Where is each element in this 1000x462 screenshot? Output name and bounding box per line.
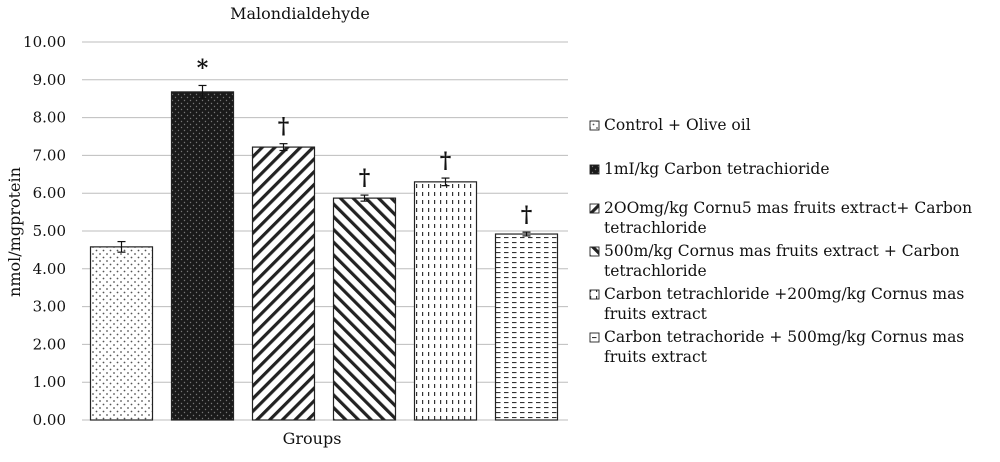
y-tick-label: 3.00 xyxy=(33,298,66,316)
y-tick-label: 1.00 xyxy=(33,373,66,391)
y-tick-label: 4.00 xyxy=(33,260,66,278)
bar-6 xyxy=(494,233,559,421)
bar-1 xyxy=(89,246,154,421)
bar-2 xyxy=(170,91,235,421)
legend-swatch xyxy=(589,246,600,257)
legend-swatch xyxy=(589,164,600,175)
legend-swatch xyxy=(589,120,600,131)
y-tick-label: 9.00 xyxy=(33,71,66,89)
y-tick-label: 6.00 xyxy=(33,184,66,202)
legend-label: tetrachloride xyxy=(604,262,707,280)
bar-4 xyxy=(332,197,397,421)
x-axis-title: Groups xyxy=(283,429,342,448)
legend-entry-4: 500m/kg Cornus mas fruits extract + Carb… xyxy=(589,242,960,280)
legend-entry-3: 2OOmg/kg Cornu5 mas fruits extract+ Carb… xyxy=(589,199,972,237)
legend-label: 1mI/kg Carbon tetrachioride xyxy=(604,160,830,178)
significance-mark: † xyxy=(359,165,371,191)
legend-label: fruits extract xyxy=(604,305,708,323)
bar-3 xyxy=(251,146,316,421)
significance-mark: † xyxy=(278,114,290,140)
legend-entry-6: Carbon tetrachoride + 500mg/kg Cornus ma… xyxy=(589,328,964,366)
legend-label: fruits extract xyxy=(604,348,708,366)
y-tick-label: 7.00 xyxy=(33,146,66,164)
legend-label: tetrachloride xyxy=(604,219,707,237)
grid-lines xyxy=(82,41,568,421)
legend-swatch xyxy=(589,203,600,214)
significance-mark: † xyxy=(521,202,533,228)
y-tick-label: 10.00 xyxy=(23,33,66,51)
y-axis-title: nmol/mgprotein xyxy=(5,167,24,297)
legend-label: Carbon tetrachoride + 500mg/kg Cornus ma… xyxy=(604,328,964,346)
y-axis-ticks: 0.00 1.00 2.00 3.00 4.00 5.00 6.00 7.00 8.00 9.00… xyxy=(23,33,66,429)
legend-swatch xyxy=(589,289,600,300)
significance-mark: * xyxy=(197,55,209,81)
bar-5 xyxy=(413,181,478,421)
legend-entry-2: 1mI/kg Carbon tetrachioride xyxy=(589,160,830,178)
significance-mark: † xyxy=(440,148,452,174)
y-tick-label: 5.00 xyxy=(33,222,66,240)
y-tick-label: 8.00 xyxy=(33,109,66,127)
legend: Control + Olive oil 1mI/kg Carbon tetrach… xyxy=(589,116,972,366)
bars: * † † † † xyxy=(89,55,559,421)
legend-label: Control + Olive oil xyxy=(604,116,751,134)
y-tick-label: 0.00 xyxy=(33,411,66,429)
legend-entry-1: Control + Olive oil xyxy=(589,116,751,134)
legend-label: Carbon tetrachloride +200mg/kg Cornus ma… xyxy=(604,285,964,303)
legend-label: 2OOmg/kg Cornu5 mas fruits extract+ Carb… xyxy=(604,199,972,217)
y-tick-label: 2.00 xyxy=(33,335,66,353)
chart-title: Malondialdehyde xyxy=(230,4,370,23)
legend-swatch xyxy=(589,332,600,343)
legend-entry-5: Carbon tetrachloride +200mg/kg Cornus ma… xyxy=(589,285,964,323)
legend-label: 500m/kg Cornus mas fruits extract + Carb… xyxy=(604,242,960,260)
